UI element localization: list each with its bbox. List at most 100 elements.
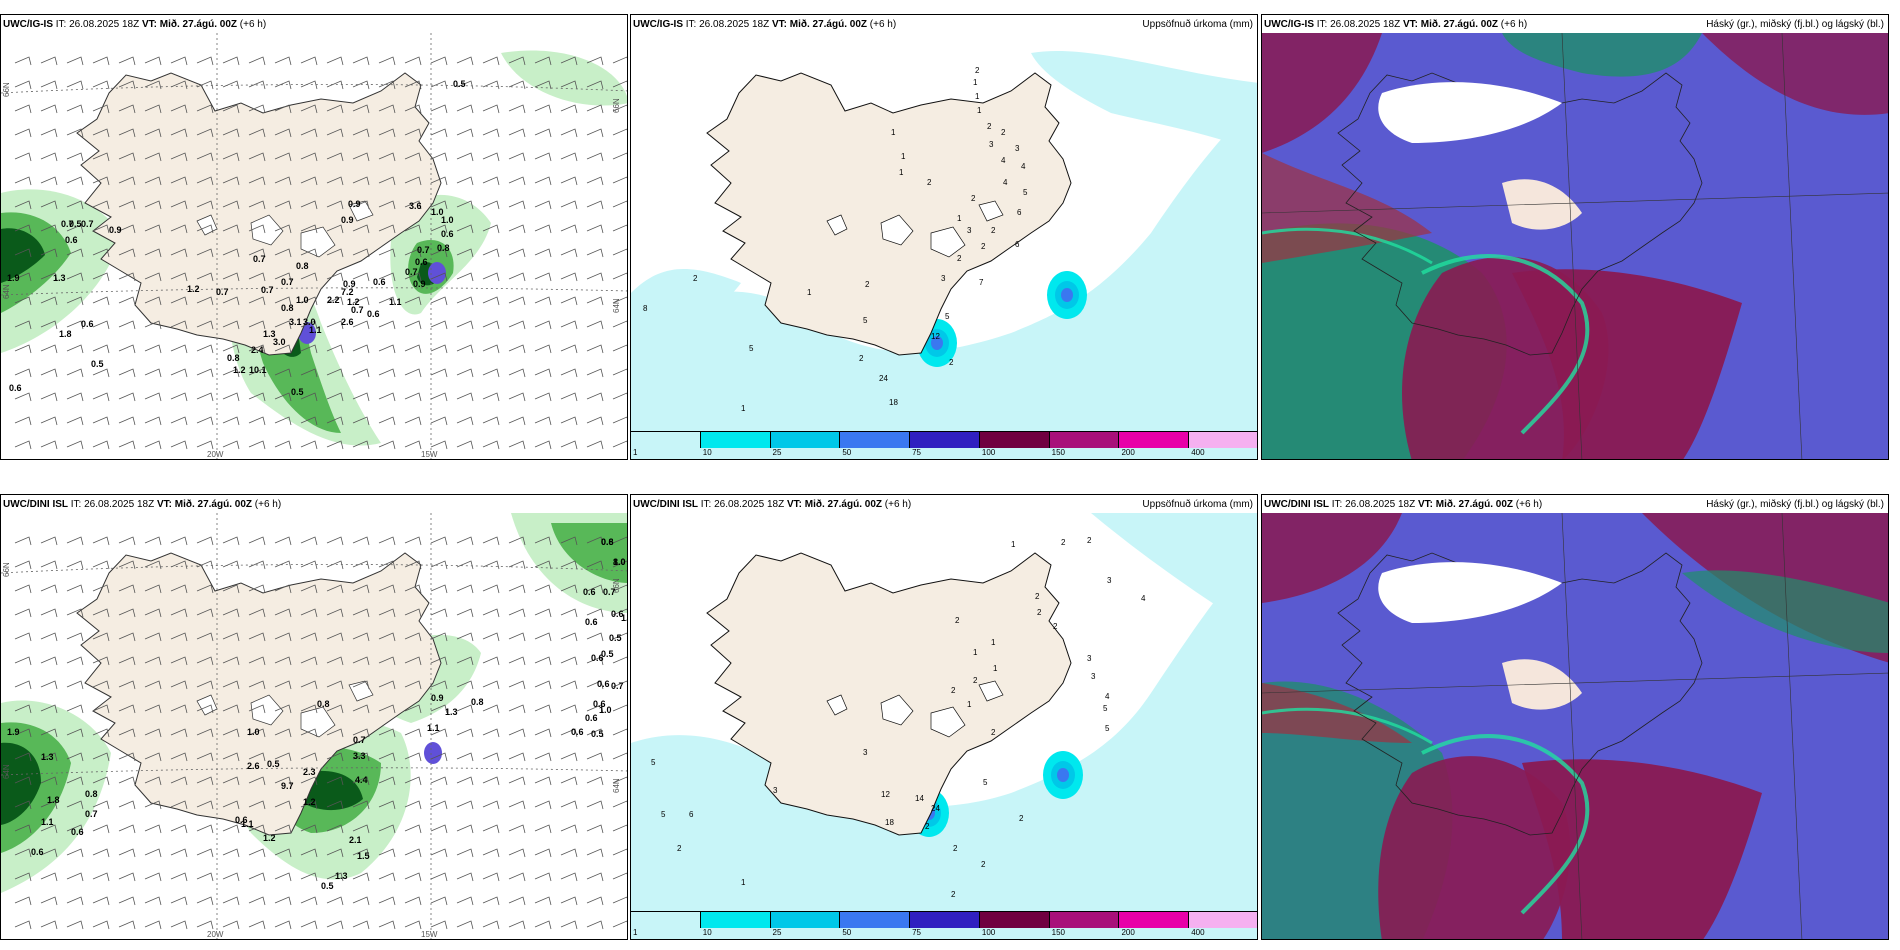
wind-barb bbox=[586, 56, 604, 66]
precip-label: 1.3 bbox=[53, 273, 66, 283]
precip-label: 4.4 bbox=[355, 775, 368, 785]
wind-barb bbox=[40, 560, 58, 570]
wind-barb bbox=[144, 248, 162, 258]
wind-barb bbox=[482, 800, 500, 810]
wind-barb bbox=[586, 560, 604, 570]
wind-barb bbox=[612, 80, 627, 88]
wind-barb bbox=[456, 848, 474, 858]
wind-barb bbox=[144, 608, 162, 618]
wind-barb bbox=[66, 224, 84, 234]
wind-barb bbox=[482, 632, 500, 642]
wind-barb bbox=[482, 128, 500, 138]
wind-barb bbox=[300, 440, 318, 450]
wind-barb bbox=[196, 536, 214, 546]
wind-barb bbox=[612, 56, 627, 64]
accum-peak bbox=[1061, 288, 1073, 302]
wind-barb bbox=[456, 728, 474, 738]
wind-barb bbox=[482, 728, 500, 738]
wind-barb bbox=[248, 824, 266, 834]
wind-barb bbox=[40, 56, 58, 66]
axis-labels: 20W 15W 66N 64N 66N 64N bbox=[2, 82, 621, 459]
accum-label: 3 bbox=[989, 140, 994, 149]
cloud-layers bbox=[1262, 513, 1888, 939]
panel-title: UWC/DINI ISL IT: 26.08.2025 18Z VT: Mið.… bbox=[3, 499, 282, 510]
wind-barb bbox=[196, 824, 214, 834]
wind-barb bbox=[534, 416, 552, 426]
precip-label: 0.5 bbox=[69, 219, 82, 229]
wind-barb bbox=[66, 776, 84, 786]
wind-barb bbox=[144, 920, 162, 930]
wind-barb bbox=[92, 632, 110, 642]
panel-4: UWC/DINI ISL IT: 26.08.2025 18Z VT: Mið.… bbox=[0, 494, 628, 940]
lat-label: 66N bbox=[2, 82, 11, 97]
wind-barb bbox=[170, 920, 188, 930]
wind-barb bbox=[170, 368, 188, 378]
precip-label: 1.8 bbox=[47, 795, 60, 805]
precip-label: 1.5 bbox=[357, 851, 370, 861]
wind-barb bbox=[508, 728, 526, 738]
precip-label: 0.8 bbox=[281, 303, 294, 313]
wind-barb bbox=[534, 848, 552, 858]
wind-barb bbox=[222, 824, 240, 834]
legend-tick: 75 bbox=[912, 448, 922, 457]
accum-label: 1 bbox=[957, 214, 962, 223]
wind-barb bbox=[378, 656, 396, 666]
wind-barb bbox=[352, 128, 370, 138]
wind-barb bbox=[586, 920, 604, 930]
wind-barb bbox=[66, 296, 84, 306]
wind-barb bbox=[508, 896, 526, 906]
wind-barb bbox=[170, 632, 188, 642]
accum-label: 3 bbox=[941, 274, 946, 283]
accum-label: 4 bbox=[1021, 162, 1026, 171]
wind-barb bbox=[482, 536, 500, 546]
wind-barb bbox=[326, 344, 344, 354]
wind-barb bbox=[66, 320, 84, 330]
accum-label: 2 bbox=[981, 242, 986, 251]
wind-barb bbox=[274, 560, 292, 570]
wind-barb bbox=[170, 824, 188, 834]
wind-barb bbox=[170, 536, 188, 546]
color-legend: 1 10 25 50 75 100 150 200 400 bbox=[631, 911, 1257, 939]
wind-barb bbox=[144, 800, 162, 810]
wind-barb bbox=[248, 560, 266, 570]
wind-barb bbox=[378, 248, 396, 258]
wind-barb bbox=[66, 728, 84, 738]
wind-barb bbox=[222, 704, 240, 714]
wind-barb bbox=[118, 872, 136, 882]
wind-barb bbox=[404, 128, 422, 138]
map-clouds bbox=[1262, 513, 1888, 939]
wind-barb bbox=[326, 848, 344, 858]
wind-barb bbox=[66, 848, 84, 858]
wind-barb bbox=[222, 752, 240, 762]
wind-barb bbox=[430, 224, 448, 234]
wind-barb bbox=[508, 920, 526, 930]
precip-label: 2.4 bbox=[251, 345, 264, 355]
precip-label: 0.7 bbox=[351, 305, 364, 315]
precip-label: 1.0 bbox=[599, 705, 612, 715]
wind-barb bbox=[248, 248, 266, 258]
wind-barb bbox=[352, 536, 370, 546]
wind-barb bbox=[326, 296, 344, 306]
wind-barb bbox=[404, 872, 422, 882]
wind-barb bbox=[508, 80, 526, 90]
wind-barb bbox=[404, 200, 422, 210]
wind-barb bbox=[612, 392, 627, 400]
wind-barb bbox=[508, 368, 526, 378]
panel-2: UWC/IG-IS IT: 26.08.2025 18Z VT: Mið. 27… bbox=[630, 14, 1258, 460]
wind-barb bbox=[326, 320, 344, 330]
wind-barb bbox=[456, 176, 474, 186]
wind-barb bbox=[378, 584, 396, 594]
wind-barb bbox=[352, 440, 370, 450]
wind-barb bbox=[430, 128, 448, 138]
accum-label: 3 bbox=[1015, 144, 1020, 153]
wind-barb bbox=[404, 152, 422, 162]
wind-barb bbox=[586, 608, 604, 618]
wind-barb bbox=[92, 776, 110, 786]
wind-barb bbox=[508, 392, 526, 402]
precip-label: 0.5 bbox=[591, 729, 604, 739]
precip-label: 0.8 bbox=[227, 353, 240, 363]
wind-barb bbox=[40, 440, 58, 450]
accum-peak bbox=[931, 336, 943, 350]
wind-barb bbox=[326, 704, 344, 714]
wind-barb bbox=[274, 152, 292, 162]
